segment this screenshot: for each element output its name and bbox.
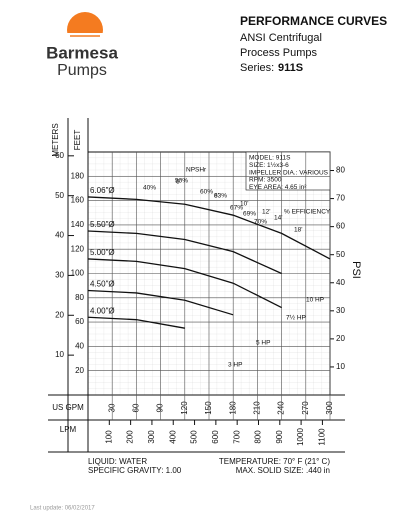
title: PERFORMANCE CURVES — [240, 14, 387, 28]
x-tick-label: 240 — [277, 401, 286, 415]
curve-label: 4.50"Ø — [90, 280, 115, 289]
meters-tick-label: 30 — [55, 271, 64, 280]
lpm-tick-label: 800 — [254, 430, 263, 444]
annotation: 5 HP — [256, 340, 270, 347]
curve-label: 4.00"Ø — [90, 306, 115, 315]
y-tick-label: 120 — [71, 244, 85, 253]
psi-tick-label: 50 — [336, 250, 345, 259]
x-tick-label: 270 — [301, 401, 310, 415]
y-tick-label: 140 — [71, 220, 85, 229]
lpm-tick-label: 900 — [275, 430, 284, 444]
psi-tick-label: 10 — [336, 362, 345, 371]
y-tick-label: 160 — [71, 196, 85, 205]
annotation: 10 HP — [306, 297, 324, 304]
lpm-tick-label: 1100 — [318, 428, 327, 446]
head-curve — [87, 258, 282, 309]
head-curve — [87, 289, 234, 316]
lpm-label: LPM — [60, 425, 77, 434]
curve-label: 5.00"Ø — [90, 248, 115, 257]
annotation: 69% — [243, 211, 256, 218]
y-tick-label: 100 — [71, 269, 85, 278]
info-line: SIZE: 1½x3-6 — [249, 161, 289, 169]
meters-tick-label: 20 — [55, 310, 64, 319]
lpm-tick-label: 600 — [211, 430, 220, 444]
footer-text: SPECIFIC GRAVITY: 1.00 — [88, 466, 182, 475]
brand-sub: Pumps — [57, 62, 107, 79]
gpm-label: US GPM — [52, 403, 84, 412]
annotation: 18' — [294, 227, 302, 234]
head-curve — [87, 316, 185, 329]
annotation: 14' — [274, 215, 282, 222]
x-tick-label: 60 — [132, 403, 141, 412]
psi-tick-label: 60 — [336, 222, 345, 231]
annotation: 7½ HP — [286, 314, 306, 322]
info-line: MODEL: 911S — [249, 155, 291, 162]
psi-tick-label: 40 — [336, 278, 345, 287]
y-tick-label: 20 — [75, 366, 84, 375]
info-line: EYE AREA: 4.65 in² — [249, 184, 307, 191]
footer-text: TEMPERATURE: 70° F (21° C) — [219, 457, 330, 466]
psi-tick-label: 30 — [336, 306, 345, 315]
psi-tick-label: 70 — [336, 194, 345, 203]
x-tick-label: 90 — [156, 403, 165, 412]
meters-tick-label: 10 — [55, 350, 64, 359]
lpm-tick-label: 1000 — [296, 428, 305, 446]
meters-tick-label: 60 — [55, 151, 64, 160]
series-label: Series: — [240, 62, 274, 74]
x-tick-label: 210 — [253, 401, 262, 415]
meters-label: METERS — [51, 123, 60, 156]
y-tick-label: 80 — [75, 293, 84, 302]
annotation: 70% — [254, 219, 267, 226]
meters-tick-label: 50 — [55, 191, 64, 200]
annotation: 12' — [262, 209, 270, 216]
logo-mask — [66, 33, 104, 49]
curve-label: 5.50"Ø — [90, 220, 115, 229]
lpm-tick-label: 500 — [190, 430, 199, 444]
head-curve — [87, 196, 331, 260]
y-tick-label: 40 — [75, 342, 84, 351]
annotation: 8' — [214, 193, 219, 200]
feet-label: FEET — [73, 130, 82, 151]
head-curve — [87, 230, 282, 275]
lpm-tick-label: 700 — [232, 430, 241, 444]
annotation: 67% — [230, 205, 243, 212]
lpm-tick-label: 400 — [168, 430, 177, 444]
info-line: RPM: 3500 — [249, 177, 282, 184]
annotation: 50% — [175, 178, 188, 185]
psi-label: PSI — [350, 261, 362, 279]
annotation: 63% — [214, 193, 227, 200]
y-tick-label: 180 — [71, 171, 85, 180]
meters-tick-label: 40 — [55, 231, 64, 240]
series-value: 911S — [278, 62, 303, 74]
annotation: % EFFICIENCY — [284, 209, 331, 216]
lpm-tick-label: 300 — [147, 430, 156, 444]
subtitle: ANSI Centrifugal — [240, 32, 322, 44]
update: Last update: 06/02/2017 — [30, 506, 95, 512]
x-tick-label: 300 — [325, 401, 334, 415]
annotation: 6' — [176, 179, 181, 186]
psi-tick-label: 20 — [336, 334, 345, 343]
lpm-tick-label: 100 — [104, 430, 113, 444]
subtitle: Process Pumps — [240, 47, 318, 59]
annotation: 3 HP — [228, 362, 242, 369]
x-tick-label: 180 — [228, 401, 237, 415]
annotation: 10' — [240, 201, 248, 208]
curve-label: 6.06"Ø — [90, 186, 115, 195]
x-tick-label: 150 — [204, 401, 213, 415]
x-tick-label: 30 — [107, 403, 116, 412]
psi-tick-label: 80 — [336, 166, 345, 175]
info-line: IMPELLER DIA.: VARIOUS — [249, 169, 329, 176]
y-tick-label: 60 — [75, 317, 84, 326]
footer-text: MAX. SOLID SIZE: .440 in — [236, 466, 330, 475]
annotation: NPSHr — [186, 167, 207, 174]
annotation: 60% — [200, 189, 213, 196]
x-tick-label: 120 — [180, 401, 189, 415]
brand: Barmesa — [46, 43, 118, 62]
annotation: 40% — [143, 185, 156, 192]
footer-text: LIQUID: WATER — [88, 457, 147, 466]
lpm-tick-label: 200 — [126, 430, 135, 444]
